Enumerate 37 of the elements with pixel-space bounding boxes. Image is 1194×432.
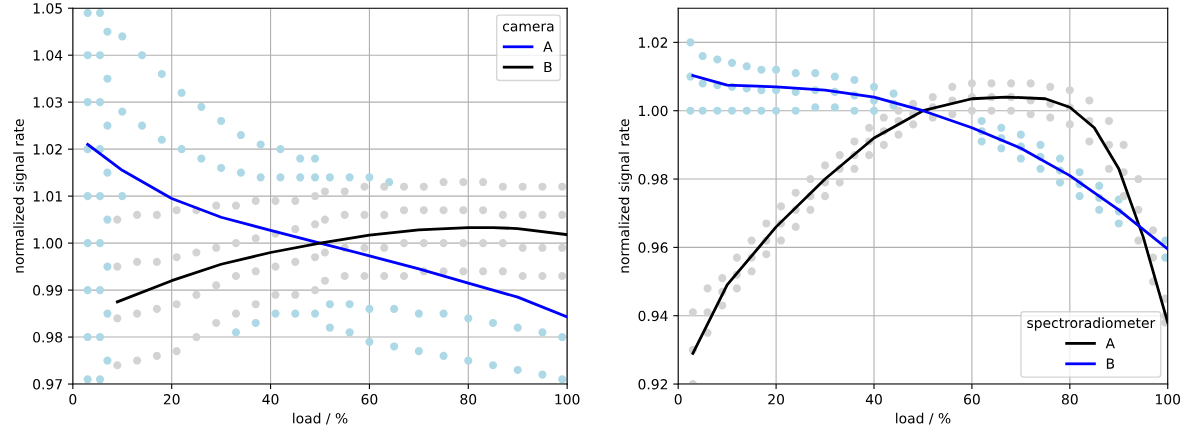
- legend-label: A: [1105, 338, 1115, 349]
- y-tick-label: 0.94: [638, 310, 668, 322]
- x-tick-label: 40: [865, 394, 882, 405]
- x-tick-label: 0: [69, 394, 77, 405]
- y-tick-label: 0.98: [33, 332, 63, 343]
- y-axis-title: normalized signal rate: [13, 119, 27, 273]
- x-tick-label: 80: [1061, 394, 1078, 405]
- x-tick-label: 80: [460, 394, 477, 405]
- y-tick-label: 1.00: [639, 105, 668, 117]
- y-tick-label: 0.99: [33, 285, 63, 296]
- y-tick-label: 0.92: [638, 379, 668, 390]
- y-tick-label: 1.02: [33, 144, 62, 155]
- legend-label: A: [543, 41, 553, 52]
- x-tick-label: 100: [555, 394, 580, 405]
- y-axis-title: normalized signal rate: [618, 119, 632, 273]
- y-tick-label: 1.02: [639, 37, 668, 48]
- y-tick-label: 0.98: [638, 174, 668, 185]
- legend-label: B: [544, 61, 552, 73]
- x-axis-title: load / %: [293, 412, 348, 425]
- y-tick-label: 0.97: [33, 379, 62, 390]
- legend-title: camera: [502, 23, 554, 32]
- y-tick-label: 1.03: [33, 97, 62, 108]
- legend-label: B: [1106, 358, 1115, 369]
- x-tick-label: 40: [262, 394, 279, 405]
- x-tick-label: 20: [163, 394, 180, 405]
- x-axis-title: load / %: [896, 412, 951, 425]
- y-tick-label: 1.00: [33, 238, 63, 249]
- x-tick-label: 60: [361, 394, 378, 405]
- y-tick-label: 0.96: [638, 242, 668, 253]
- x-tick-label: 0: [674, 394, 682, 405]
- legend-title: spectroradiometer: [1027, 317, 1156, 331]
- x-tick-label: 60: [964, 394, 980, 405]
- y-tick-label: 1.04: [33, 50, 63, 61]
- x-tick-label: 20: [768, 394, 785, 405]
- y-tick-label: 1.01: [33, 191, 62, 202]
- x-tick-label: 100: [1156, 394, 1181, 405]
- y-tick-label: 1.05: [33, 3, 62, 14]
